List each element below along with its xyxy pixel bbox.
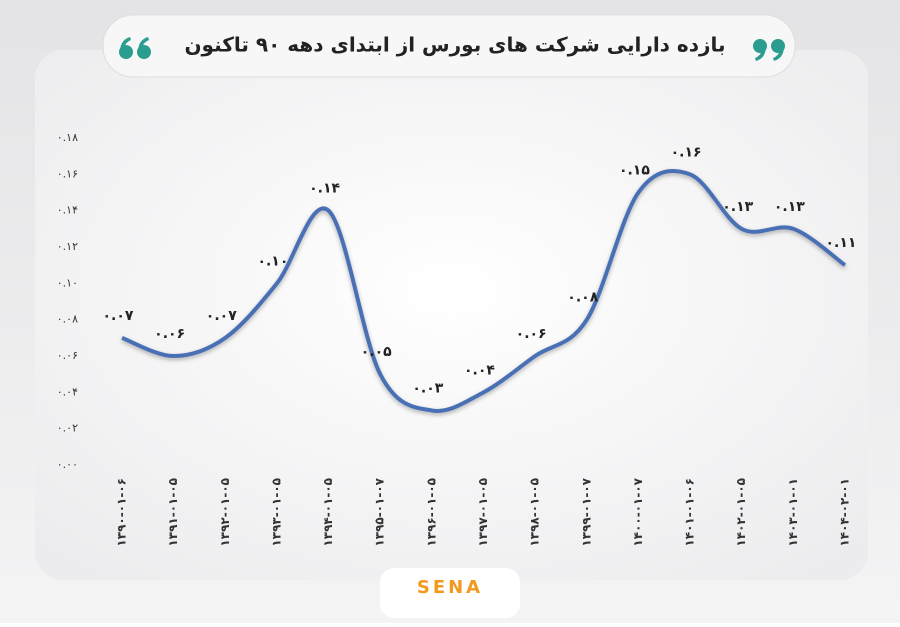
data-label: ۰.۰۶ — [516, 326, 547, 342]
data-label: ۰.۰۷ — [206, 308, 237, 324]
data-label: ۰.۰۵ — [361, 344, 392, 360]
y-tick-label: ۰.۱۴ — [57, 204, 78, 217]
y-tick-label: ۰.۱۲ — [57, 240, 78, 253]
quote-left — [119, 37, 151, 59]
y-tick-label: ۰.۱۸ — [57, 131, 78, 144]
source-logo: SENA — [417, 577, 483, 598]
quote-right — [753, 39, 785, 61]
x-tick-label: ۱۳۹۴-۰۱-۰۵ — [321, 478, 335, 547]
x-tick-label: ۱۳۹۵-۰۱-۰۷ — [373, 477, 387, 546]
data-label: ۰.۰۶ — [154, 326, 185, 342]
data-label: ۰.۱۱ — [826, 235, 857, 251]
x-tick-label: ۱۳۹۱-۰۱-۰۵ — [166, 478, 180, 547]
data-label: ۰.۰۴ — [464, 362, 495, 378]
data-label: ۰.۰۸ — [567, 290, 598, 306]
data-label: ۰.۱۰ — [257, 253, 288, 269]
panel — [35, 50, 868, 580]
y-tick-label: ۰.۱۰ — [57, 276, 78, 289]
x-tick-label: ۱۴۰۱-۰۱-۰۶ — [683, 478, 697, 547]
y-tick-label: ۰.۰۶ — [57, 349, 78, 362]
chart-title: بازده دارایی شرکت های بورس از ابتدای دهه… — [184, 33, 725, 57]
y-tick-label: ۰.۰۸ — [57, 313, 78, 326]
x-tick-label: ۱۴۰۲-۰۱-۰۵ — [734, 478, 748, 547]
x-tick-label: ۱۳۹۰-۰۱-۰۶ — [115, 478, 129, 547]
x-tick-label: ۱۳۹۲-۰۱-۰۵ — [218, 478, 232, 547]
x-tick-label: ۱۴۰۴-۰۲-۰۱ — [838, 478, 852, 547]
logo-box — [380, 568, 520, 618]
y-tick-label: ۰.۰۲ — [57, 422, 78, 435]
data-label: ۰.۱۵ — [619, 163, 650, 179]
x-tick-label: ۱۴۰۰-۰۱-۰۷ — [631, 477, 645, 546]
data-label: ۰.۱۳ — [774, 199, 805, 215]
y-tick-label: ۰.۰۰ — [57, 458, 78, 471]
x-tick-label: ۱۳۹۳-۰۱-۰۵ — [269, 478, 283, 547]
data-label: ۰.۱۶ — [671, 144, 702, 160]
y-tick-label: ۰.۰۴ — [57, 385, 78, 398]
x-tick-label: ۱۳۹۶-۰۱-۰۵ — [424, 478, 438, 547]
data-label: ۰.۱۴ — [309, 181, 340, 197]
x-tick-label: ۱۴۰۳-۰۱-۰۱ — [786, 478, 800, 547]
data-label: ۰.۰۳ — [412, 381, 443, 397]
data-label: ۰.۰۷ — [103, 308, 134, 324]
y-tick-label: ۰.۱۶ — [57, 167, 78, 180]
x-tick-label: ۱۳۹۸-۰۱-۰۵ — [528, 478, 542, 547]
x-tick-label: ۱۳۹۷-۰۱-۰۵ — [476, 478, 490, 547]
x-tick-label: ۱۳۹۹-۰۱-۰۷ — [579, 477, 593, 546]
title-pill — [102, 14, 796, 78]
data-label: ۰.۱۳ — [722, 199, 753, 215]
line — [121, 168, 847, 413]
